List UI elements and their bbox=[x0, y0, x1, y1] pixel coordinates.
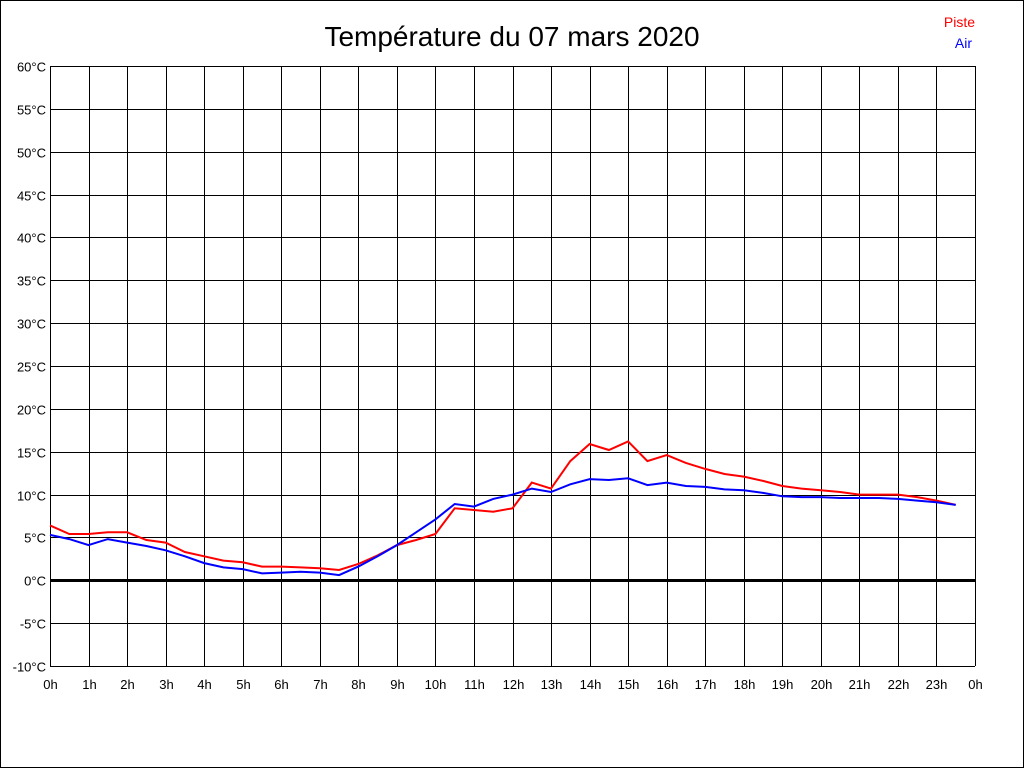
y-tick-label: 5°C bbox=[24, 531, 46, 546]
x-tick-label: 19h bbox=[772, 677, 794, 692]
x-tick-label: 10h bbox=[425, 677, 447, 692]
x-tick-label: 13h bbox=[541, 677, 563, 692]
x-tick-label: 14h bbox=[580, 677, 602, 692]
y-tick-label: 0°C bbox=[24, 574, 46, 589]
legend-piste: Piste bbox=[944, 14, 975, 30]
x-tick-label: 22h bbox=[888, 677, 910, 692]
y-tick-label: 15°C bbox=[17, 446, 46, 461]
x-tick-label: 17h bbox=[695, 677, 717, 692]
y-tick-label: 55°C bbox=[17, 103, 46, 118]
x-tick-label: 1h bbox=[82, 677, 96, 692]
chart-title: Température du 07 mars 2020 bbox=[324, 21, 699, 52]
x-tick-label: 7h bbox=[313, 677, 327, 692]
y-tick-label: 50°C bbox=[17, 146, 46, 161]
y-tick-label: 40°C bbox=[17, 231, 46, 246]
x-tick-label: 11h bbox=[464, 677, 485, 692]
legend-air: Air bbox=[955, 35, 972, 51]
y-tick-label: 25°C bbox=[17, 360, 46, 375]
x-tick-label: 23h bbox=[926, 677, 948, 692]
x-tick-label: 8h bbox=[351, 677, 365, 692]
y-tick-label: 60°C bbox=[17, 60, 46, 75]
x-tick-label: 0h bbox=[968, 677, 982, 692]
x-tick-label: 12h bbox=[503, 677, 525, 692]
y-tick-label: 10°C bbox=[17, 489, 46, 504]
y-tick-label: 20°C bbox=[17, 403, 46, 418]
series-line-air bbox=[49, 477, 956, 577]
x-tick-label: 3h bbox=[159, 677, 173, 692]
x-tick-label: 2h bbox=[120, 677, 134, 692]
x-tick-label: 0h bbox=[43, 677, 57, 692]
y-tick-label: -10°C bbox=[13, 660, 46, 675]
x-tick-label: 16h bbox=[657, 677, 679, 692]
x-tick-label: 15h bbox=[618, 677, 640, 692]
x-tick-label: 6h bbox=[274, 677, 288, 692]
x-tick-label: 18h bbox=[734, 677, 756, 692]
x-tick-label: 5h bbox=[236, 677, 250, 692]
x-tick-label: 4h bbox=[197, 677, 211, 692]
x-tick-label: 21h bbox=[849, 677, 871, 692]
series-line-piste bbox=[49, 440, 956, 572]
y-tick-label: 30°C bbox=[17, 317, 46, 332]
y-tick-label: 45°C bbox=[17, 189, 46, 204]
y-tick-label: -5°C bbox=[20, 617, 46, 632]
x-tick-label: 20h bbox=[811, 677, 833, 692]
y-tick-label: 35°C bbox=[17, 274, 46, 289]
x-tick-label: 9h bbox=[390, 677, 404, 692]
